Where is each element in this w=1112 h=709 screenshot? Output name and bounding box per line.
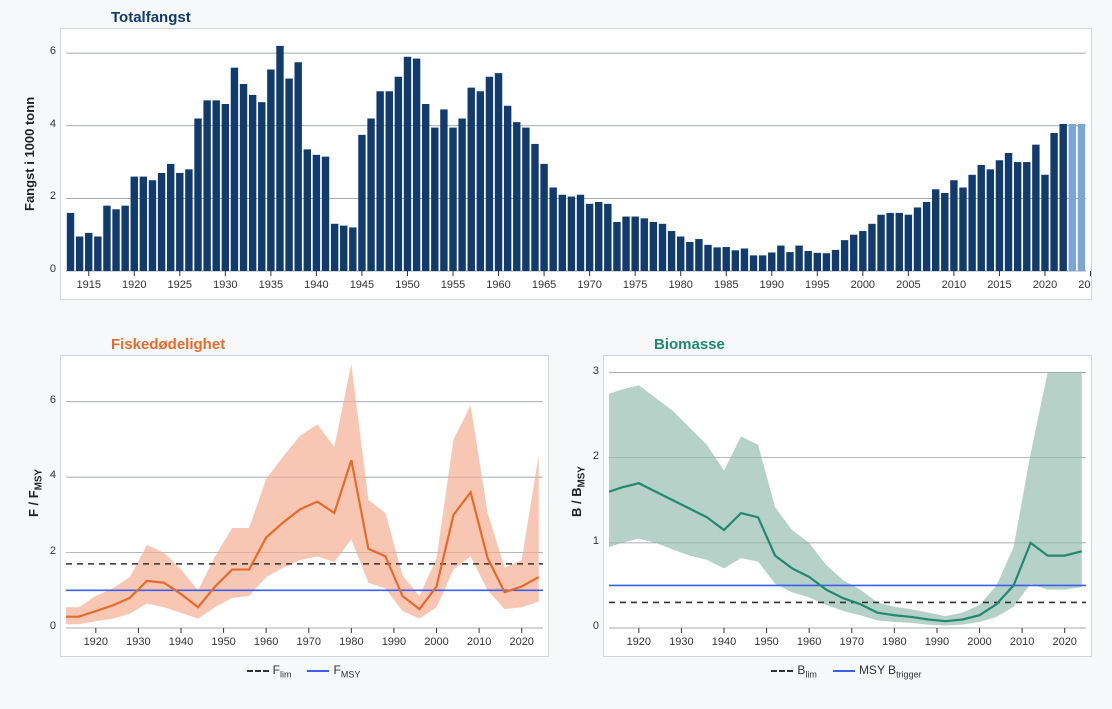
svg-text:2010: 2010	[1010, 636, 1034, 648]
svg-text:1970: 1970	[577, 279, 601, 291]
ylabel: B / BMSY	[569, 466, 588, 517]
svg-text:1980: 1980	[668, 279, 692, 291]
figure-wrap: { "layout": { "width": 1112, "height": 7…	[0, 0, 1112, 709]
legend-item: FMSY	[307, 663, 360, 679]
svg-text:1920: 1920	[84, 636, 108, 648]
svg-text:1965: 1965	[532, 279, 556, 291]
svg-text:2020: 2020	[1033, 279, 1057, 291]
ytick: 0	[579, 620, 599, 632]
totalfangst-panel: Totalfangst 1915192019251930193519401945…	[60, 28, 1092, 300]
svg-text:1950: 1950	[754, 636, 778, 648]
ytick: 1	[579, 535, 599, 547]
svg-text:1920: 1920	[122, 279, 146, 291]
svg-text:1960: 1960	[486, 279, 510, 291]
svg-text:1930: 1930	[669, 636, 693, 648]
ytick: 6	[36, 394, 56, 406]
svg-text:1980: 1980	[882, 636, 906, 648]
svg-text:1975: 1975	[623, 279, 647, 291]
ylabel: F / FMSY	[26, 469, 45, 517]
totalfangst-ytick: 0	[32, 263, 56, 275]
svg-text:2020: 2020	[509, 636, 533, 648]
ytick: 2	[36, 545, 56, 557]
svg-text:1980: 1980	[339, 636, 363, 648]
svg-text:1920: 1920	[627, 636, 651, 648]
svg-text:2025: 2025	[1078, 279, 1091, 291]
svg-text:1940: 1940	[169, 636, 193, 648]
svg-text:1970: 1970	[840, 636, 864, 648]
biomasse-panel: Biomasse 1920193019401950196019701980199…	[603, 355, 1092, 657]
svg-text:1970: 1970	[297, 636, 321, 648]
fiskedodelighet-title: Fiskedødelighet	[111, 336, 225, 353]
svg-text:1990: 1990	[760, 279, 784, 291]
svg-text:1925: 1925	[168, 279, 192, 291]
totalfangst-title: Totalfangst	[111, 9, 191, 26]
svg-text:2005: 2005	[896, 279, 920, 291]
svg-text:1990: 1990	[925, 636, 949, 648]
fiskedodelighet-legend: Flim FMSY	[60, 663, 547, 679]
svg-text:1940: 1940	[304, 279, 328, 291]
fiskedodelighet-svg: 1920 1930 1940 1950 1960 1970 1980 1990 2000 2010…	[61, 356, 548, 656]
biomasse-legend: Blim MSY Btrigger	[603, 663, 1090, 679]
totalfangst-ylabel: Fangst i 1000 tonn	[22, 97, 37, 211]
svg-text:1930: 1930	[126, 636, 150, 648]
svg-text:2010: 2010	[942, 279, 966, 291]
svg-text:2015: 2015	[987, 279, 1011, 291]
svg-text:2020: 2020	[1052, 636, 1076, 648]
legend-item: Flim	[247, 663, 292, 679]
svg-text:1960: 1960	[254, 636, 278, 648]
svg-text:1955: 1955	[441, 279, 465, 291]
legend-item: Blim	[771, 663, 817, 679]
ytick: 0	[36, 620, 56, 632]
svg-text:1940: 1940	[712, 636, 736, 648]
svg-text:1935: 1935	[259, 279, 283, 291]
biomasse-svg: 1920 1930 1940 1950 1960 1970 1980 1990 2000 2010…	[604, 356, 1091, 656]
biomasse-title: Biomasse	[654, 336, 725, 353]
svg-text:2000: 2000	[424, 636, 448, 648]
svg-text:2000: 2000	[851, 279, 875, 291]
totalfangst-svg: 1915 1920 1925 1930 1935 1940 1945 1950 1955 1960…	[61, 29, 1091, 299]
ytick: 2	[579, 450, 599, 462]
svg-text:1945: 1945	[350, 279, 374, 291]
svg-text:1995: 1995	[805, 279, 829, 291]
svg-text:1950: 1950	[395, 279, 419, 291]
fiskedodelighet-panel: Fiskedødelighet 192019301940195019601970…	[60, 355, 549, 657]
svg-text:1990: 1990	[382, 636, 406, 648]
svg-text:2000: 2000	[967, 636, 991, 648]
ytick: 3	[579, 365, 599, 377]
svg-text:1950: 1950	[211, 636, 235, 648]
svg-text:2010: 2010	[467, 636, 491, 648]
totalfangst-ytick: 6	[32, 45, 56, 57]
svg-text:1930: 1930	[213, 279, 237, 291]
svg-text:1960: 1960	[797, 636, 821, 648]
svg-text:1915: 1915	[76, 279, 100, 291]
legend-item: MSY Btrigger	[833, 663, 922, 679]
svg-text:1985: 1985	[714, 279, 738, 291]
